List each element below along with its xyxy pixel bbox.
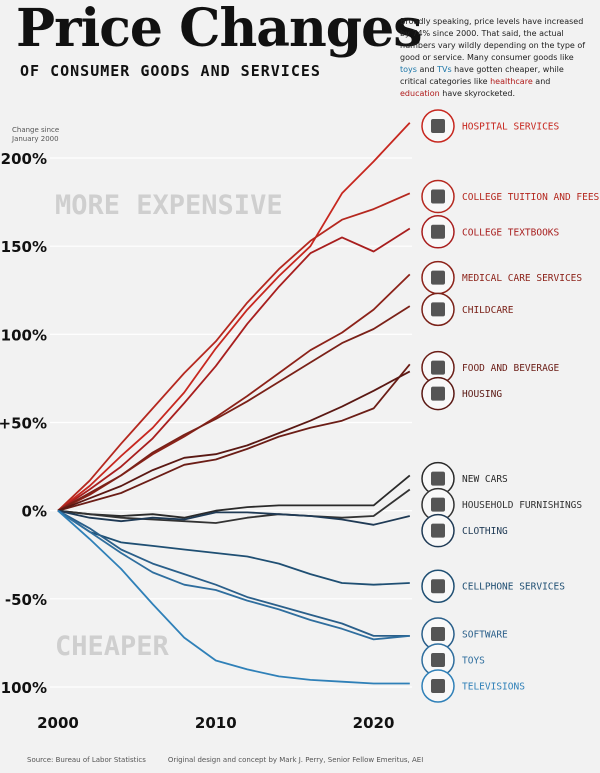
car-icon xyxy=(431,471,445,486)
intro-highlight-toys: toys xyxy=(400,65,417,74)
intro-text: Broadly speaking, price levels have incr… xyxy=(400,16,592,100)
series-labels: HOSPITAL SERVICES COLLEGE TUITION AND FEE… xyxy=(421,109,600,703)
intro-highlight-tvs: TVs xyxy=(437,65,452,74)
page-title: Price Changes xyxy=(16,0,423,59)
y-tick-label: -100% xyxy=(0,679,47,697)
stroller-icon xyxy=(431,302,445,317)
hospital-icon xyxy=(431,119,445,133)
series-label: FOOD AND BEVERAGE xyxy=(462,363,560,374)
credit-note: Original design and concept by Mark J. P… xyxy=(167,756,424,764)
series-label: TELEVISIONS xyxy=(462,682,525,693)
x-tick-label: 2020 xyxy=(353,714,395,732)
series-label: HOSPITAL SERVICES xyxy=(462,122,560,133)
series-label: TOYS xyxy=(462,656,485,667)
x-axis-ticks: 2000 2010 2020 xyxy=(37,714,394,732)
series-line xyxy=(57,363,411,512)
y-tick-label: +100% xyxy=(0,326,47,344)
series-line xyxy=(57,122,411,512)
food-icon xyxy=(431,360,445,375)
toy-icon xyxy=(431,653,445,667)
y-axis-ticks: +200% +150% +100% +50% 0% -50% -100% xyxy=(0,150,47,697)
intro-text-part: Broadly speaking, price levels have incr… xyxy=(400,17,586,62)
y-tick-label: +50% xyxy=(0,415,47,433)
graduation-cap-icon xyxy=(431,189,445,204)
series-line xyxy=(57,305,411,512)
source-note: Source: Bureau of Labor Statistics xyxy=(27,756,146,764)
intro-text-part: have skyrocketed. xyxy=(439,89,516,98)
intro-text-part: and xyxy=(416,65,438,74)
page-subtitle: OF CONSUMER GOODS AND SERVICES xyxy=(20,62,321,80)
series-line xyxy=(57,510,410,685)
first-aid-kit-icon xyxy=(431,270,445,285)
house-icon xyxy=(431,386,445,401)
x-tick-label: 2010 xyxy=(195,714,237,732)
intro-text-part: and xyxy=(532,77,551,86)
series-line xyxy=(57,192,411,512)
y-tick-label: +150% xyxy=(0,238,47,256)
series-line xyxy=(57,370,411,512)
cheaper-label: CHEAPER xyxy=(55,631,170,662)
x-tick-label: 2000 xyxy=(37,714,79,732)
series-label: SOFTWARE xyxy=(462,630,508,641)
series-lines xyxy=(57,122,411,685)
intro-text-part: have gotten cheaper, while critical cate… xyxy=(400,65,564,86)
sofa-icon xyxy=(431,497,445,512)
y-tick-label: -50% xyxy=(5,591,47,609)
series-label: HOUSEHOLD FURNISHINGS xyxy=(462,500,582,511)
series-line xyxy=(57,509,410,641)
software-icon xyxy=(431,627,445,641)
y-axis-note-line2: January 2000 xyxy=(11,135,59,143)
series-label: NEW CARS xyxy=(462,474,508,485)
y-tick-label: +200% xyxy=(0,150,47,168)
book-icon xyxy=(431,224,445,239)
series-line xyxy=(57,509,410,586)
cellphone-icon xyxy=(431,579,445,594)
more-expensive-label: MORE EXPENSIVE xyxy=(55,190,283,221)
series-label: COLLEGE TEXTBOOKS xyxy=(462,227,560,238)
series-label: MEDICAL CARE SERVICES xyxy=(462,273,582,284)
intro-highlight-healthcare: healthcare xyxy=(490,77,533,86)
series-label: CELLPHONE SERVICES xyxy=(462,582,565,593)
series-line xyxy=(57,273,411,512)
series-line xyxy=(57,509,411,526)
series-line xyxy=(57,474,411,519)
intro-highlight-education: education xyxy=(400,89,440,98)
series-line xyxy=(57,488,411,524)
y-axis-note-line1: Change since xyxy=(12,126,59,134)
shirt-icon xyxy=(431,523,445,538)
television-icon xyxy=(431,679,445,693)
series-label: CLOTHING xyxy=(462,526,508,537)
series-label: COLLEGE TUITION AND FEES xyxy=(462,192,600,203)
series-label: HOUSING xyxy=(462,389,502,400)
series-line xyxy=(57,227,411,512)
y-tick-label: 0% xyxy=(22,503,47,521)
series-line xyxy=(57,509,410,637)
series-label: CHILDCARE xyxy=(462,305,514,316)
footer: Source: Bureau of Labor Statistics Origin… xyxy=(27,756,423,764)
gridlines xyxy=(50,157,412,688)
